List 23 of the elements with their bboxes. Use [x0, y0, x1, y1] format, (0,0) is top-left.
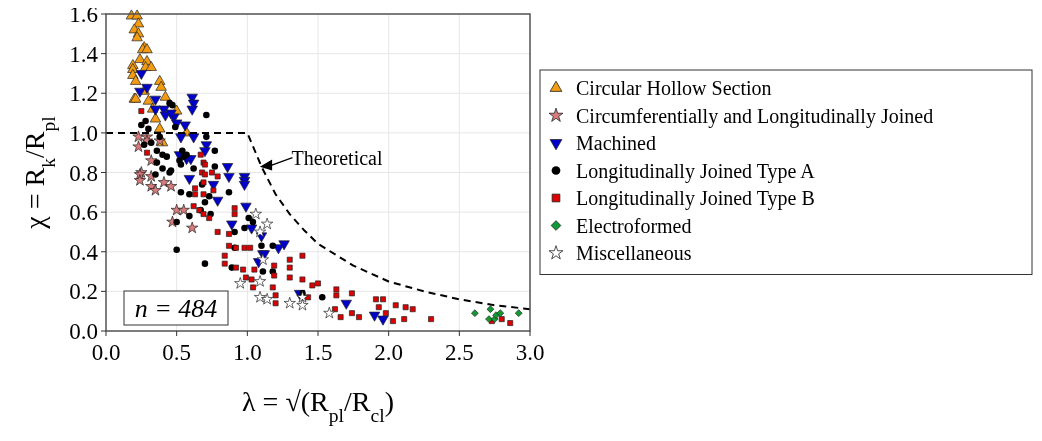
x-tick-label: 2.5: [444, 340, 474, 365]
legend-label: Circumferentially and Longitudinally Joined: [576, 104, 934, 128]
legend-label: Miscellaneous: [576, 242, 692, 264]
legend-label: Circular Hollow Section: [576, 77, 772, 99]
legend-label: Longitudinally Joined Type A: [576, 159, 816, 183]
x-tick-label: 1.0: [232, 340, 262, 365]
x-tick-label: 0.5: [162, 340, 192, 365]
legend-label: Machined: [576, 132, 656, 154]
y-tick-label: 1.0: [69, 120, 98, 146]
y-tick-label: 0.4: [69, 239, 99, 265]
legend-label: Longitudinally Joined Type B: [576, 187, 815, 210]
x-axis-title: λ = √(R$_{pl}$/R$_{cl}$): [242, 386, 394, 426]
y-tick-label: 0.2: [69, 279, 98, 305]
x-tick-label: 3.0: [515, 340, 545, 365]
x-tick-label: 1.5: [303, 340, 333, 365]
annotation: n = 484: [134, 294, 218, 323]
y-tick-label: 1.2: [69, 81, 98, 107]
y-tick-label: 0.8: [69, 160, 98, 186]
annotation: Theoretical: [291, 146, 383, 169]
legend-label: Electroformed: [576, 214, 692, 237]
y-tick-label: 1.4: [69, 41, 99, 67]
x-tick-label: 2.0: [374, 340, 404, 365]
y-tick-label: 0.6: [69, 200, 98, 226]
